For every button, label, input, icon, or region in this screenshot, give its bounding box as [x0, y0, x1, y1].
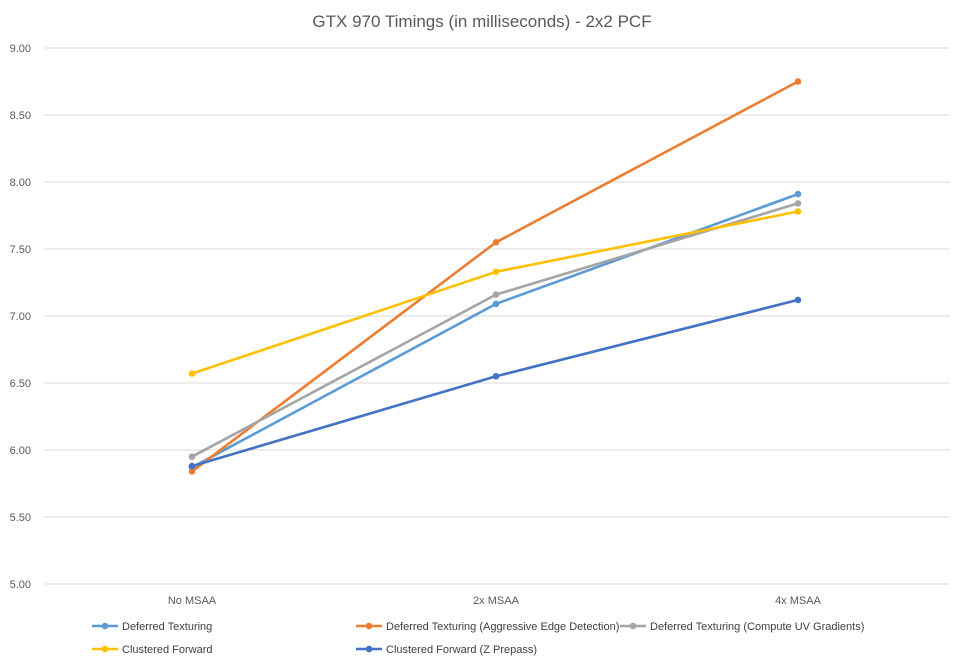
legend-item: Clustered Forward — [92, 644, 212, 656]
y-tick-label: 5.50 — [10, 512, 31, 524]
y-tick-label: 5.00 — [10, 579, 31, 591]
legend-marker — [365, 622, 373, 630]
data-point — [188, 462, 196, 470]
legend-label: Deferred Texturing — [122, 621, 212, 633]
legend-item: Deferred Texturing — [92, 621, 212, 633]
x-tick-label: 4x MSAA — [775, 595, 822, 607]
y-tick-label: 9.00 — [10, 43, 31, 55]
data-point — [794, 78, 802, 85]
data-point — [492, 300, 500, 308]
legend-item: Deferred Texturing (Compute UV Gradients… — [620, 621, 864, 633]
legend-marker — [629, 622, 637, 630]
legend-marker — [365, 645, 373, 653]
series-line — [190, 192, 800, 469]
y-tick-label: 8.00 — [10, 177, 31, 189]
series-lines — [188, 78, 802, 475]
legend-item: Deferred Texturing (Aggressive Edge Dete… — [356, 621, 619, 633]
y-tick-label: 7.50 — [10, 244, 31, 256]
data-point — [794, 190, 802, 198]
data-point — [492, 268, 500, 276]
data-point — [188, 468, 196, 475]
legend-item: Clustered Forward (Z Prepass) — [356, 644, 537, 656]
y-tick-label: 6.00 — [10, 445, 31, 457]
data-point — [492, 373, 500, 380]
x-tick-label: 2x MSAA — [473, 595, 520, 607]
series-1 — [188, 78, 802, 475]
y-axis-tick-labels: 5.00 5.50 6.00 6.50 7.00 7.50 8.00 8.50 9.00 — [10, 43, 31, 591]
series-3 — [188, 208, 802, 377]
series-0 — [188, 190, 802, 471]
data-point — [794, 208, 802, 215]
data-point — [492, 239, 500, 246]
legend-label: Clustered Forward (Z Prepass) — [386, 644, 537, 656]
legend-label: Deferred Texturing (Aggressive Edge Dete… — [386, 621, 619, 633]
y-tick-label: 6.50 — [10, 378, 31, 390]
series-4 — [188, 296, 802, 470]
y-tick-label: 8.50 — [10, 110, 31, 122]
data-point — [794, 296, 802, 304]
x-tick-label: No MSAA — [168, 595, 217, 607]
data-point — [492, 291, 500, 298]
legend: Deferred Texturing Deferred Texturing (Ag… — [92, 621, 864, 656]
legend-marker — [101, 622, 109, 630]
x-axis-tick-labels: No MSAA 2x MSAA 4x MSAA — [168, 595, 822, 607]
gridlines — [44, 47, 950, 585]
data-point — [188, 453, 196, 461]
data-point — [794, 200, 802, 207]
series-2 — [188, 200, 802, 461]
data-point — [188, 370, 196, 377]
legend-label: Clustered Forward — [122, 644, 212, 656]
series-line — [190, 80, 800, 473]
y-tick-label: 7.00 — [10, 311, 31, 323]
legend-label: Deferred Texturing (Compute UV Gradients… — [650, 621, 864, 633]
legend-marker — [101, 645, 109, 653]
chart-title: GTX 970 Timings (in milliseconds) - 2x2 … — [312, 12, 651, 31]
